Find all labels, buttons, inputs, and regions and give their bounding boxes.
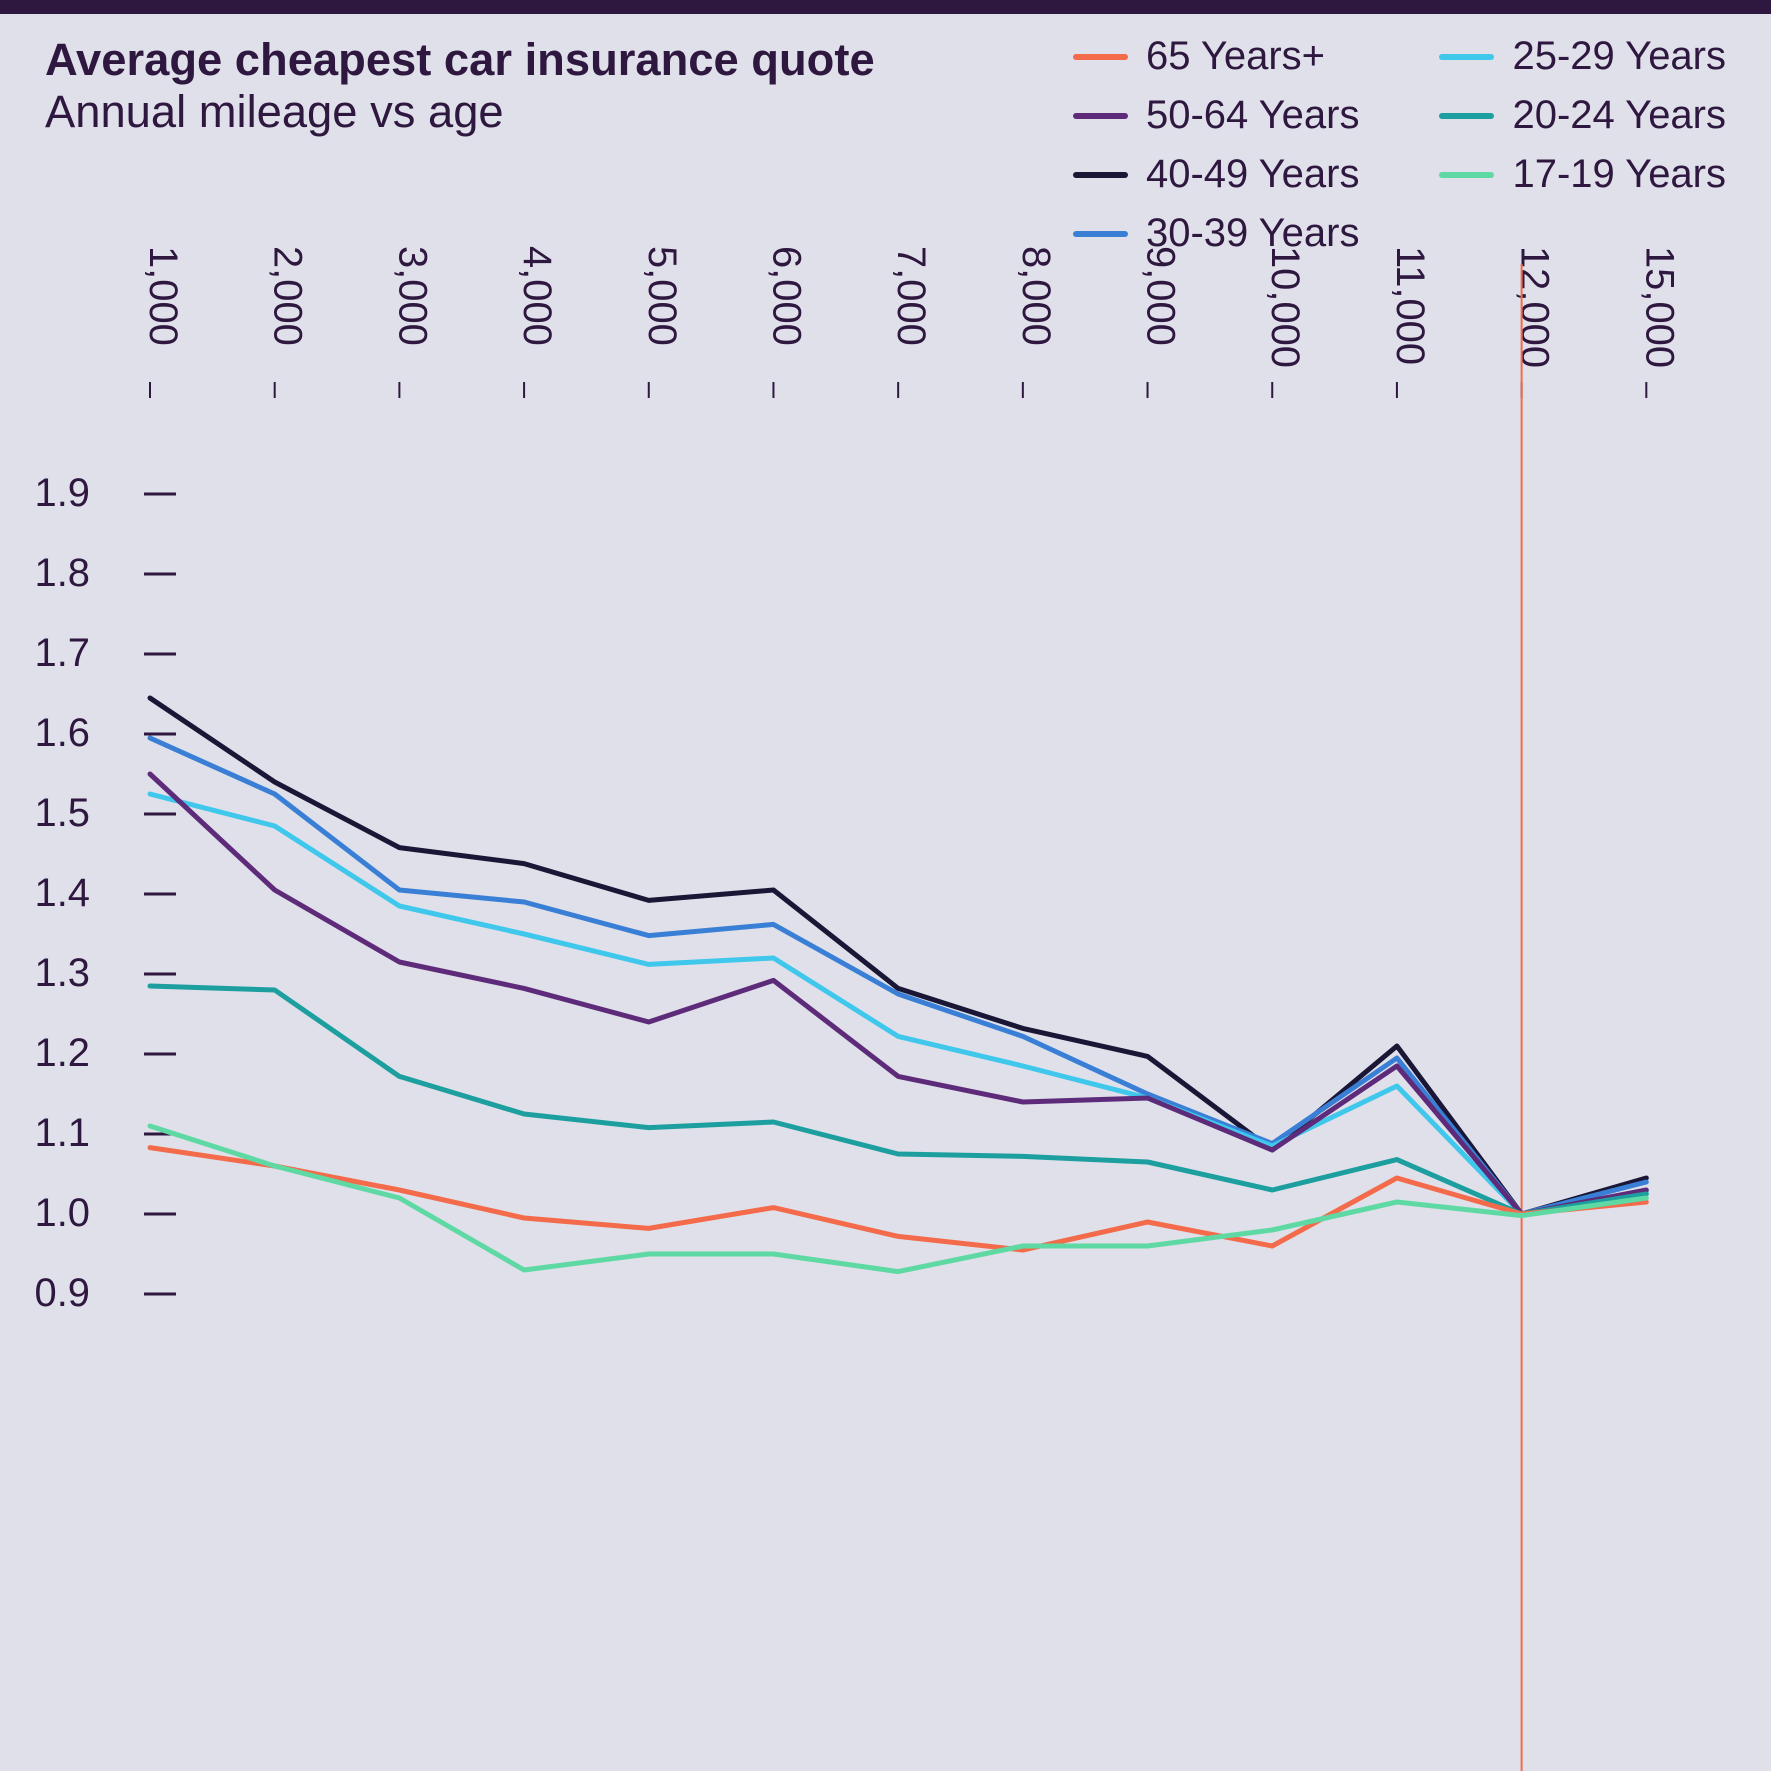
y-tick-label: 1.7	[35, 631, 90, 675]
legend-swatch	[1073, 54, 1128, 60]
legend-swatch	[1439, 113, 1494, 119]
chart-area: 0.9 1.0 1.1 1.2 1.3 1.4 1.5 1.6 1.7 1.8 1.9 1,000 2,…	[0, 244, 1771, 1771]
x-tick-label: 4,000	[515, 246, 559, 346]
x-tick-label: 3,000	[390, 246, 434, 346]
legend-swatch	[1073, 231, 1128, 237]
y-tick-label: 1.2	[35, 1031, 90, 1075]
header: Average cheapest car insurance quote Ann…	[45, 34, 1726, 256]
legend-item: 50-64 Years	[1073, 93, 1360, 138]
y-tick-label: 1.8	[35, 551, 90, 595]
legend-swatch	[1439, 54, 1494, 60]
chart-title-line2: Annual mileage vs age	[45, 86, 875, 138]
series-line	[150, 794, 1646, 1214]
top-accent-bar	[0, 0, 1771, 14]
x-tick-label: 15,000	[1637, 246, 1681, 368]
legend-swatch	[1439, 172, 1494, 178]
legend-label: 50-64 Years	[1146, 93, 1360, 138]
legend-col-2: 25-29 Years 20-24 Years 17-19 Years	[1439, 34, 1726, 256]
legend-item: 20-24 Years	[1439, 93, 1726, 138]
legend-label: 40-49 Years	[1146, 152, 1360, 197]
chart-titles: Average cheapest car insurance quote Ann…	[45, 34, 875, 138]
y-tick-label: 1.3	[35, 951, 90, 995]
legend-label: 17-19 Years	[1512, 152, 1726, 197]
legend: 65 Years+50-64 Years40-49 Years30-39 Yea…	[1073, 34, 1726, 256]
series-line	[150, 698, 1646, 1214]
series-line	[150, 1126, 1646, 1272]
x-tick-label: 12,000	[1513, 246, 1557, 368]
x-tick-label: 8,000	[1014, 246, 1058, 346]
series-line	[150, 1148, 1646, 1250]
chart-page: Average cheapest car insurance quote Ann…	[0, 14, 1771, 1771]
legend-item: 25-29 Years	[1439, 34, 1726, 79]
y-tick-label: 1.9	[35, 471, 90, 515]
legend-label: 25-29 Years	[1512, 34, 1726, 79]
x-tick-label: 6,000	[764, 246, 808, 346]
x-tick-label: 10,000	[1263, 246, 1307, 368]
legend-item: 40-49 Years	[1073, 152, 1360, 197]
legend-swatch	[1073, 113, 1128, 119]
legend-item: 17-19 Years	[1439, 152, 1726, 197]
legend-item: 65 Years+	[1073, 34, 1360, 79]
x-tick-label: 11,000	[1388, 246, 1432, 365]
x-tick-label: 5,000	[640, 246, 684, 346]
legend-col-1: 65 Years+50-64 Years40-49 Years30-39 Yea…	[1073, 34, 1360, 256]
line-chart-svg: 0.9 1.0 1.1 1.2 1.3 1.4 1.5 1.6 1.7 1.8 1.9 1,000 2,…	[0, 244, 1771, 1771]
y-tick-label: 0.9	[35, 1271, 90, 1315]
y-tick-label: 1.0	[35, 1191, 90, 1235]
x-tick-label: 1,000	[141, 246, 185, 346]
legend-swatch	[1073, 172, 1128, 178]
y-tick-label: 1.5	[35, 791, 90, 835]
x-tick-label: 9,000	[1139, 246, 1183, 346]
x-tick-label: 7,000	[889, 246, 933, 346]
legend-label: 20-24 Years	[1512, 93, 1726, 138]
x-tick-label: 2,000	[266, 246, 310, 346]
chart-title-line1: Average cheapest car insurance quote	[45, 34, 875, 86]
series-line	[150, 986, 1646, 1214]
y-tick-label: 1.4	[35, 871, 90, 915]
y-tick-label: 1.6	[35, 711, 90, 755]
legend-label: 65 Years+	[1146, 34, 1325, 79]
y-tick-label: 1.1	[35, 1111, 90, 1155]
series-line	[150, 738, 1646, 1214]
